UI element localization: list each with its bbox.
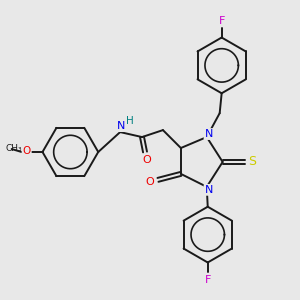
- Text: O: O: [142, 155, 152, 165]
- Text: N: N: [205, 129, 213, 139]
- Text: O: O: [22, 146, 31, 156]
- Text: N: N: [117, 121, 125, 131]
- Text: H: H: [126, 116, 134, 126]
- Text: F: F: [205, 275, 211, 285]
- Text: S: S: [248, 155, 256, 168]
- Text: O: O: [146, 177, 154, 187]
- Text: N: N: [205, 185, 213, 195]
- Text: F: F: [218, 16, 225, 26]
- Text: CH₃: CH₃: [6, 143, 22, 152]
